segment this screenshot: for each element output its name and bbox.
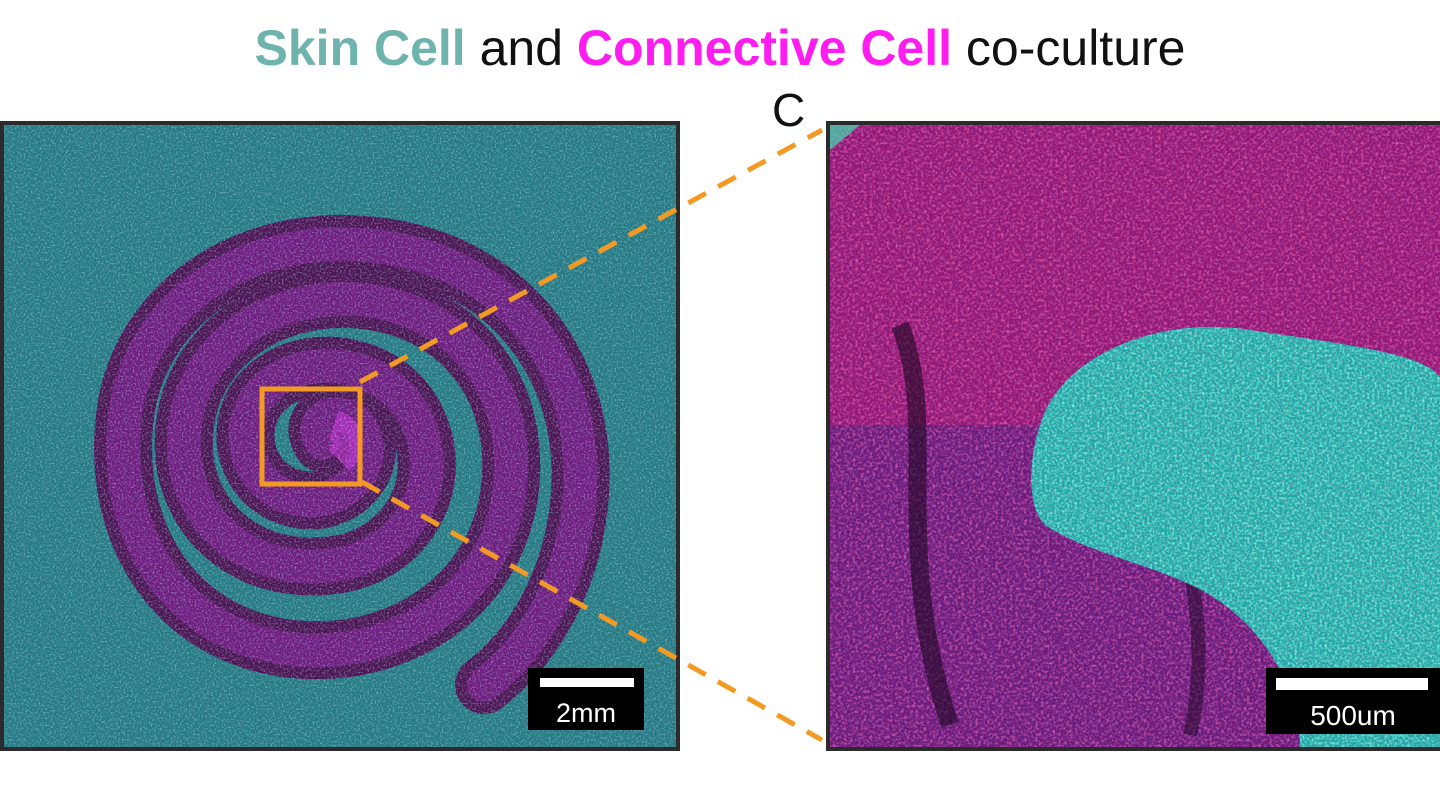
panel-letter: C: [772, 84, 806, 136]
spiral-micrograph: [4, 125, 676, 747]
scale-bar-line: [1276, 678, 1428, 690]
title-coculture: co-culture: [952, 20, 1186, 76]
scale-bar-left: 2mm: [528, 668, 644, 730]
scale-bar-label: 2mm: [556, 698, 616, 728]
title-skin-cell: Skin Cell: [254, 20, 466, 76]
scale-bar-label: 500um: [1310, 700, 1396, 731]
zoomed-micrograph: [830, 125, 1440, 747]
spiral-overview-image: 2mm: [0, 121, 680, 751]
scale-bar-right: 500um: [1266, 668, 1440, 734]
scale-bar-line: [540, 678, 634, 687]
figure-title: Skin Cell and Connective Cell co-culture: [0, 18, 1440, 78]
zoom-region-box: [259, 386, 363, 487]
title-connective-cell: Connective Cell: [576, 20, 953, 76]
title-and: and: [465, 20, 577, 76]
zoomed-image: 500um: [826, 121, 1440, 751]
